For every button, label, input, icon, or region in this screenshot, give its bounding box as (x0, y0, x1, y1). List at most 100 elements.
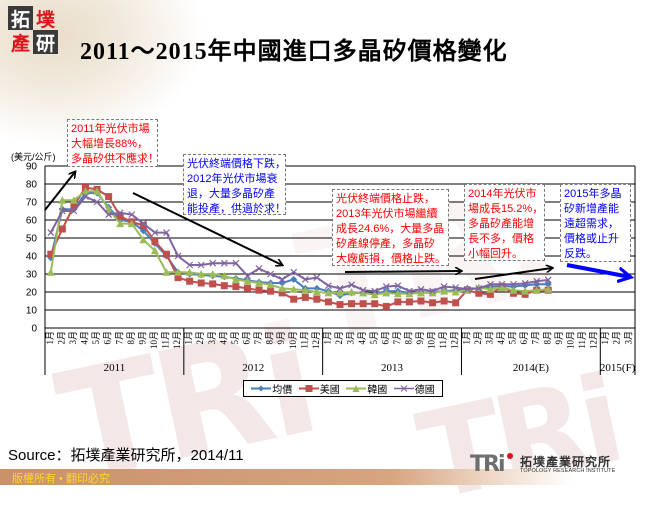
logo-char: 墣 (35, 8, 55, 31)
legend-label: 均價 (272, 385, 293, 396)
square-marker-icon (486, 290, 494, 298)
x-month-label: 3月 (207, 331, 217, 345)
x-marker-icon (255, 265, 263, 273)
page-title: 2011～2015年中國進口多晶矽價格變化 (80, 39, 508, 65)
source-note: Source：拓墣產業研究所，2014/11 (8, 447, 244, 464)
x-marker-icon (348, 281, 355, 289)
square-marker-icon (382, 302, 390, 310)
x-year-label: 2011 (104, 362, 126, 374)
square-marker-icon (220, 282, 228, 290)
x-marker-icon (394, 282, 402, 290)
x-marker-icon (359, 286, 367, 294)
annotation-line: 能投產，供過於求！ (187, 203, 286, 215)
annotation-2014: 2014年光伏市 場成長15.2%， 多晶矽產能增 長不多，價格 小幅回升。 (464, 184, 545, 261)
y-tick-label: 90 (26, 162, 38, 173)
x-marker-icon (82, 193, 89, 201)
x-marker-icon (105, 211, 113, 219)
triangle-marker-icon (231, 275, 240, 283)
legend-item-korea: 韓國 (346, 381, 387, 396)
triangle-marker-icon (451, 288, 460, 296)
triangle-marker-icon (486, 285, 495, 293)
triangle-marker-icon (532, 286, 541, 294)
annotation-2013: 光伏終端價格止跌， 2013年光伏市場繼續 成長24.6%，大量多晶 矽產線停產… (332, 189, 449, 266)
x-month-label: 8月 (126, 331, 136, 345)
x-month-label: 7月 (114, 331, 124, 345)
square-marker-icon (313, 295, 321, 303)
x-month-label: 11月 (438, 331, 448, 349)
x-marker-icon (486, 280, 494, 288)
triangle-marker-icon (208, 270, 217, 278)
triangle-marker-icon (116, 219, 125, 228)
x-marker-icon (278, 275, 286, 283)
y-tick-label: 70 (26, 198, 38, 209)
x-month-label: 9月 (554, 331, 564, 345)
square-marker-icon (47, 250, 55, 258)
x-month-label: 5月 (230, 331, 240, 345)
square-marker-icon (301, 293, 309, 301)
square-marker-icon (174, 274, 182, 282)
copyright-text: 版權所有 • 翻印必究 (12, 473, 110, 485)
chart-legend: 均價 美國 韓國 德國 (243, 380, 443, 397)
x-month-label: 4月 (496, 331, 506, 345)
triangle-marker-icon (104, 205, 113, 213)
annotation-line: 價格或止升 (564, 233, 619, 245)
x-month-label: 11月 (299, 331, 309, 349)
annotation-line: 2015年多晶 (564, 188, 622, 200)
annotation-line: 光伏終端價格下跌， (187, 158, 286, 170)
x-marker-icon (417, 285, 425, 293)
triangle-marker-icon (428, 288, 437, 297)
diamond-marker-icon (290, 275, 298, 283)
annotation-2015: 2015年多晶 矽新增產能 遠超需求， 價格或止升 反跌。 (560, 184, 631, 262)
triangle-marker-icon (278, 284, 287, 292)
square-marker-icon (58, 225, 66, 233)
x-marker-icon (475, 284, 483, 292)
square-marker-icon (452, 299, 460, 307)
x-marker-icon (301, 275, 309, 283)
square-marker-icon (116, 212, 124, 220)
triangle-marker-icon (220, 271, 229, 280)
square-marker-icon (162, 250, 170, 258)
annotation-line: 2011年光伏市場 (71, 123, 150, 135)
x-marker-icon (521, 279, 529, 287)
square-marker-icon (429, 299, 437, 307)
annotation-line: 反跌。 (564, 248, 597, 260)
square-marker-icon (394, 298, 402, 306)
x-month-label: 10月 (288, 331, 298, 349)
triangle-marker-icon (266, 280, 275, 289)
y-tick-label: 40 (26, 252, 38, 263)
triangle-marker-icon (174, 268, 183, 276)
logo-char: 產 (10, 32, 30, 55)
x-marker-icon (405, 287, 413, 295)
x-month-label: 12月 (172, 331, 182, 349)
annotation-line: 多晶矽供不應求！ (71, 153, 159, 165)
x-year-label: 2014(E) (513, 362, 549, 374)
annotation-line: 退，大量多晶矽產 (187, 188, 275, 200)
square-marker-icon (209, 280, 217, 288)
triangle-marker-icon (185, 268, 194, 276)
x-marker-icon (244, 272, 251, 280)
logo-dot-icon (507, 453, 513, 459)
x-month-label: 3月 (346, 331, 356, 345)
square-marker-icon (186, 277, 194, 285)
triangle-marker-icon (243, 277, 252, 285)
annotation-line: 2013年光伏市場繼續 (336, 208, 438, 220)
triangle-marker-icon (359, 288, 368, 297)
y-tick-label: 0 (31, 324, 37, 335)
square-marker-icon (324, 298, 332, 306)
triangle-marker-icon (440, 287, 449, 295)
triangle-marker-icon (382, 288, 391, 297)
x-month-label: 8月 (265, 331, 275, 345)
x-marker-icon (463, 285, 471, 293)
logo-char: 拓 (8, 6, 33, 31)
annotation-2011: 2011年光伏市場 大幅增長88%， 多晶矽供不應求！ (67, 119, 159, 167)
triangle-marker-icon (197, 270, 206, 278)
x-month-label: 6月 (242, 331, 252, 345)
x-marker-icon (93, 198, 101, 206)
legend-item-germany: 德國 (393, 381, 435, 396)
x-month-label: 11月 (161, 331, 171, 349)
annotation-line: 2012年光伏市場衰 (187, 173, 278, 185)
x-month-label: 2月 (334, 331, 344, 345)
x-month-label: 4月 (218, 331, 228, 345)
annotation-line: 遠超需求， (564, 218, 619, 230)
